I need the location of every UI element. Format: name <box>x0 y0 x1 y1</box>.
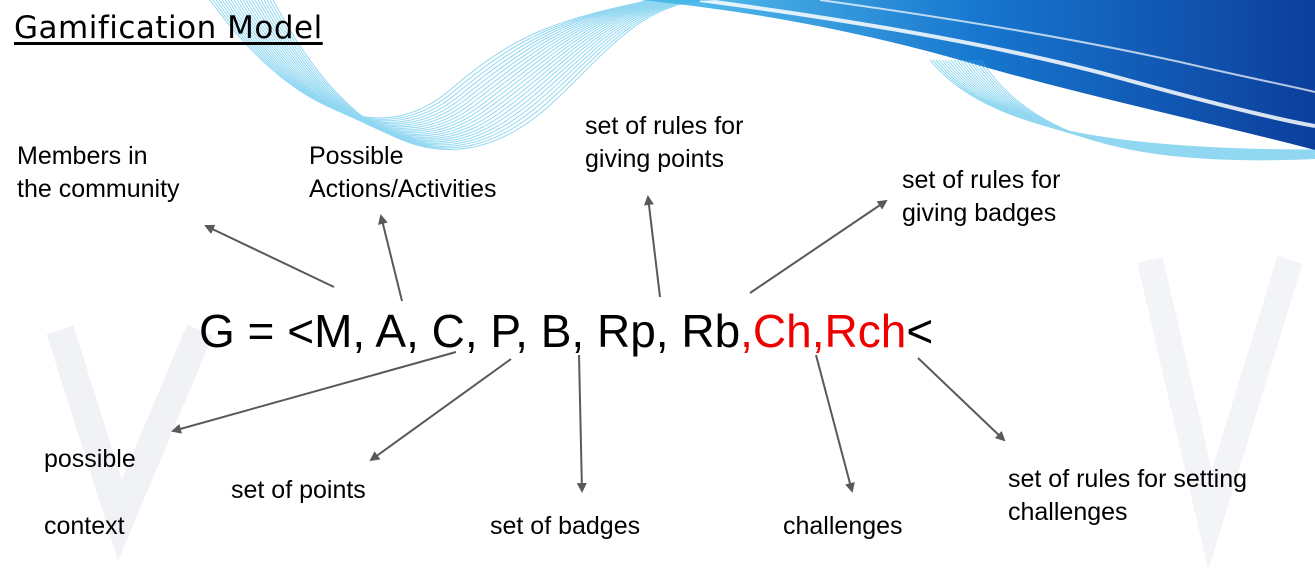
wave-line <box>239 0 681 134</box>
formula-main: G = <M, A, C, P, B, Rp, Rb <box>199 305 741 357</box>
wave-line <box>260 0 702 144</box>
label-rules-challenges-line2: challenges <box>1008 498 1128 526</box>
label-members: Members in the community <box>17 140 180 206</box>
wave-line <box>263 0 705 146</box>
wave-line <box>227 0 669 128</box>
wave-line <box>215 0 657 122</box>
arrow-actions <box>378 214 403 302</box>
label-rules-challenges-line1: set of rules for setting <box>1008 465 1248 493</box>
wave-line <box>242 0 684 135</box>
arrow-points <box>369 358 512 462</box>
label-rules-challenges: set of rules for setting challenges <box>1008 463 1247 529</box>
label-rules-badges-line2: giving badges <box>902 199 1057 227</box>
wave-line <box>209 0 651 119</box>
wave-line <box>980 59 1315 161</box>
label-rules-badges: set of rules for giving badges <box>902 164 1060 230</box>
arrow-members <box>204 224 335 288</box>
arrow-rules-badges <box>749 199 888 294</box>
wave-line <box>224 0 666 126</box>
label-actions-line2: Actions/Activities <box>309 175 497 203</box>
wave-line <box>245 0 687 137</box>
label-members-line1: Members in <box>17 142 148 170</box>
wave-line <box>230 0 672 129</box>
formula-end: < <box>906 305 934 357</box>
wave-line <box>257 0 699 143</box>
wave-line <box>251 0 693 140</box>
label-context-line1: possible <box>44 445 136 473</box>
wave-line <box>218 0 660 123</box>
wave-line <box>248 0 690 138</box>
wave-line <box>212 0 654 120</box>
wave-line <box>272 0 713 150</box>
arrow-badges <box>576 354 587 493</box>
label-context-line2: context <box>44 512 125 540</box>
label-challenges: challenges <box>783 512 903 540</box>
wave-line <box>254 0 696 141</box>
label-rules-points-line1: set of rules for <box>585 112 744 140</box>
arrow-rules-challenges <box>917 357 1006 442</box>
wave-line <box>266 0 708 147</box>
label-rules-points: set of rules for giving points <box>585 110 743 176</box>
label-actions-line1: Possible <box>309 142 404 170</box>
page-title: Gamification Model <box>14 10 323 46</box>
label-badges: set of badges <box>490 512 641 540</box>
formula-highlight: ,Ch,Rch <box>740 305 907 357</box>
arrow-challenges <box>815 354 855 493</box>
label-rules-points-line2: giving points <box>585 145 724 173</box>
gamification-formula: G = <M, A, C, P, B, Rp, Rb,Ch,Rch< <box>199 304 933 358</box>
wave-line <box>221 0 663 125</box>
label-members-line2: the community <box>17 175 180 203</box>
arrow-rules-points <box>643 195 661 298</box>
wave-line <box>233 0 675 131</box>
label-actions: Possible Actions/Activities <box>309 140 497 206</box>
label-rules-badges-line1: set of rules for <box>902 166 1061 194</box>
wave-line <box>269 0 711 149</box>
wave-line <box>236 0 678 132</box>
arrow-context <box>171 351 457 434</box>
label-points: set of points <box>231 476 366 504</box>
